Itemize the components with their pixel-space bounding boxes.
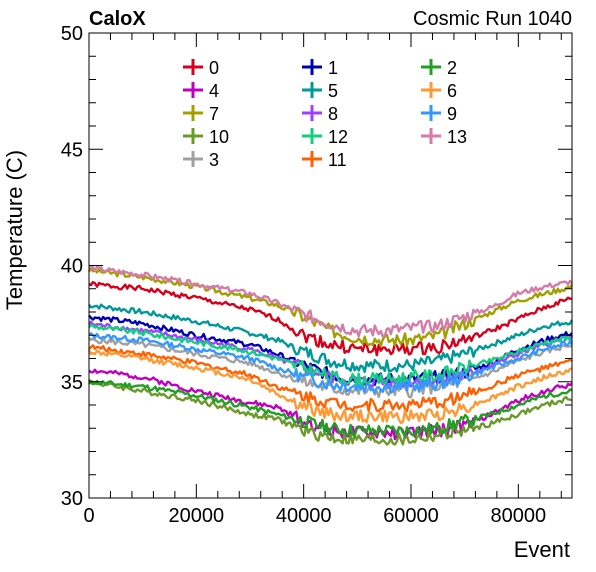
y-tick-label: 50 — [61, 23, 83, 45]
legend-item-9: 9 — [421, 104, 457, 124]
legend-item-5: 5 — [302, 81, 338, 101]
series-line-2 — [87, 379, 573, 438]
legend-item-8: 8 — [302, 104, 338, 124]
legend-label: 6 — [447, 81, 457, 101]
y-tick-label: 35 — [61, 372, 83, 394]
x-tick-label: 40000 — [276, 505, 332, 527]
y-tick-label: 40 — [61, 256, 83, 278]
y-axis-title: Temperature (C) — [2, 150, 27, 310]
legend-label: 9 — [447, 104, 457, 124]
legend-item-2: 2 — [421, 58, 457, 78]
x-axis-title: Event — [514, 537, 570, 562]
legend-item-7: 7 — [183, 104, 219, 124]
series-layer — [87, 265, 574, 446]
legend: 0 1 24 5 67 8 910 12 133 11 — [183, 58, 467, 170]
legend-label: 1 — [328, 58, 338, 78]
series-line-4 — [88, 368, 573, 441]
legend-label: 2 — [447, 58, 457, 78]
legend-label: 8 — [328, 104, 338, 124]
series-line-10 — [87, 379, 573, 446]
legend-label: 12 — [328, 127, 348, 147]
legend-item-10: 10 — [183, 127, 229, 147]
series-line-9 — [88, 332, 574, 394]
x-tick-label: 0 — [83, 505, 94, 527]
series-line-12 — [88, 324, 573, 387]
legend-item-1: 1 — [302, 58, 338, 78]
series-line-5 — [88, 303, 574, 373]
legend-item-11: 11 — [302, 150, 347, 170]
legend-item-0: 0 — [183, 58, 219, 78]
header-right-label: Cosmic Run 1040 — [413, 8, 572, 30]
series-line-11 — [88, 344, 573, 413]
series-line-6 — [87, 349, 573, 425]
legend-label: 10 — [209, 127, 229, 147]
x-tick-label: 60000 — [383, 505, 439, 527]
series-line-0 — [88, 280, 573, 357]
y-tick-label: 45 — [61, 139, 83, 161]
x-tick-label: 80000 — [491, 505, 547, 527]
legend-label: 5 — [328, 81, 338, 101]
legend-label: 0 — [209, 58, 219, 78]
legend-item-4: 4 — [183, 81, 219, 101]
legend-item-3: 3 — [183, 150, 219, 170]
y-tick-label: 30 — [61, 488, 83, 510]
legend-item-13: 13 — [421, 127, 467, 147]
legend-item-6: 6 — [421, 81, 457, 101]
legend-item-12: 12 — [302, 127, 348, 147]
header-left-label: CaloX — [89, 8, 146, 30]
legend-label: 13 — [447, 127, 467, 147]
legend-label: 7 — [209, 104, 219, 124]
series-line-13 — [88, 265, 573, 338]
x-tick-label: 20000 — [169, 505, 225, 527]
legend-label: 11 — [328, 150, 347, 170]
legend-label: 3 — [209, 150, 219, 170]
legend-label: 4 — [209, 81, 219, 101]
